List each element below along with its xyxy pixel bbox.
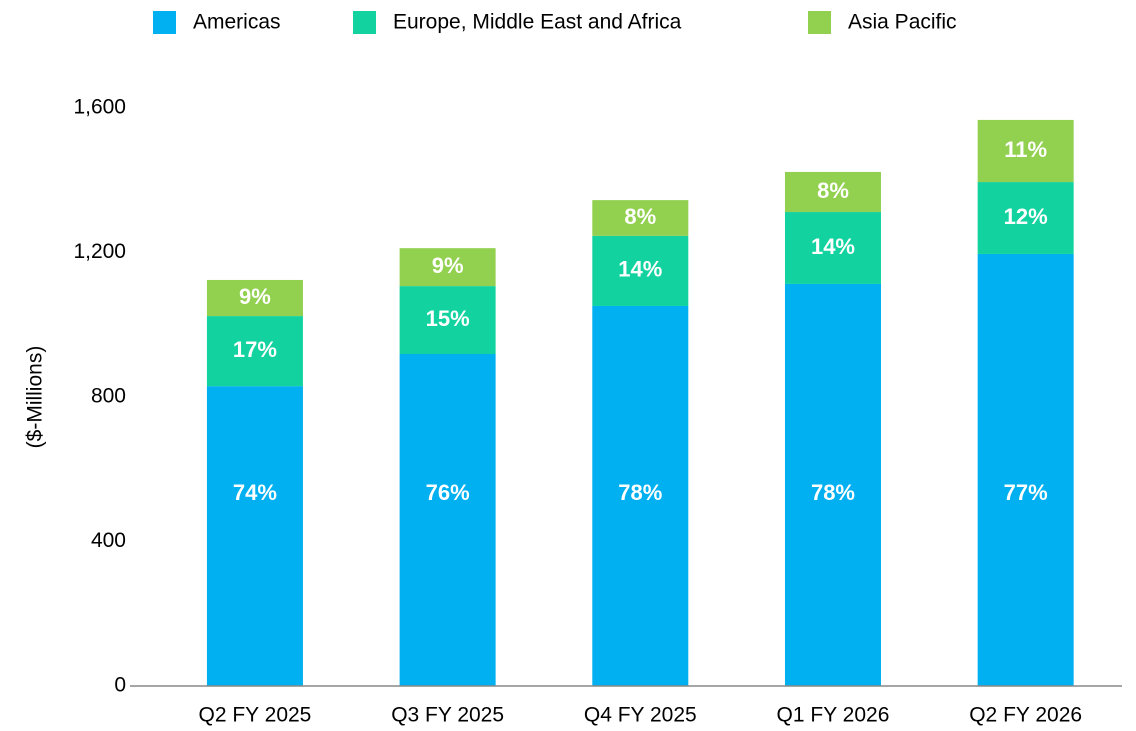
x-tick-label: Q2 FY 2026 — [969, 704, 1082, 727]
data-label: 9% — [432, 253, 464, 278]
bar-segment — [206, 279, 303, 317]
bar-segment — [784, 283, 881, 686]
bar-segment — [977, 182, 1074, 254]
y-tick-label: 800 — [91, 385, 126, 408]
x-tick-label: Q1 FY 2026 — [777, 704, 890, 727]
x-tick-label: Q4 FY 2025 — [584, 704, 697, 727]
bar-segment — [977, 119, 1074, 183]
data-label: 9% — [239, 284, 271, 309]
bar-segment — [592, 305, 689, 686]
legend-swatch — [808, 11, 831, 34]
data-label: 17% — [233, 337, 277, 362]
y-tick-label: 0 — [114, 674, 126, 697]
data-label: 8% — [624, 204, 656, 229]
y-tick-label: 1,200 — [73, 240, 126, 263]
data-label: 78% — [618, 480, 662, 505]
legend-label: Asia Pacific — [848, 11, 957, 34]
legend-swatch — [153, 11, 176, 34]
bar-segment — [592, 200, 689, 236]
bar-segment — [784, 212, 881, 284]
data-label: 78% — [811, 480, 855, 505]
y-tick-label: 1,600 — [73, 96, 126, 119]
legend-label: Europe, Middle East and Africa — [393, 11, 682, 34]
data-label: 8% — [817, 178, 849, 203]
bar-segment — [977, 253, 1074, 686]
data-label: 77% — [1004, 480, 1048, 505]
bar-segment — [784, 171, 881, 213]
data-label: 74% — [233, 480, 277, 505]
bar-segment — [206, 316, 303, 387]
x-tick-label: Q3 FY 2025 — [391, 704, 504, 727]
data-label: 14% — [811, 234, 855, 259]
y-tick-label: 400 — [91, 529, 126, 552]
data-label: 15% — [426, 306, 470, 331]
bar-segment — [399, 286, 496, 355]
bar-segment — [592, 235, 689, 306]
x-tick-label: Q2 FY 2025 — [199, 704, 312, 727]
bar-segment — [399, 248, 496, 287]
legend-swatch — [353, 11, 376, 34]
bar-segment — [206, 386, 303, 686]
legend-label: Americas — [193, 11, 281, 34]
y-axis-title: ($-Millions) — [24, 346, 47, 449]
data-label: 76% — [426, 480, 470, 505]
data-label: 14% — [618, 257, 662, 282]
data-label: 11% — [1004, 137, 1047, 162]
data-label: 12% — [1004, 204, 1048, 229]
bar-segment — [399, 354, 496, 686]
